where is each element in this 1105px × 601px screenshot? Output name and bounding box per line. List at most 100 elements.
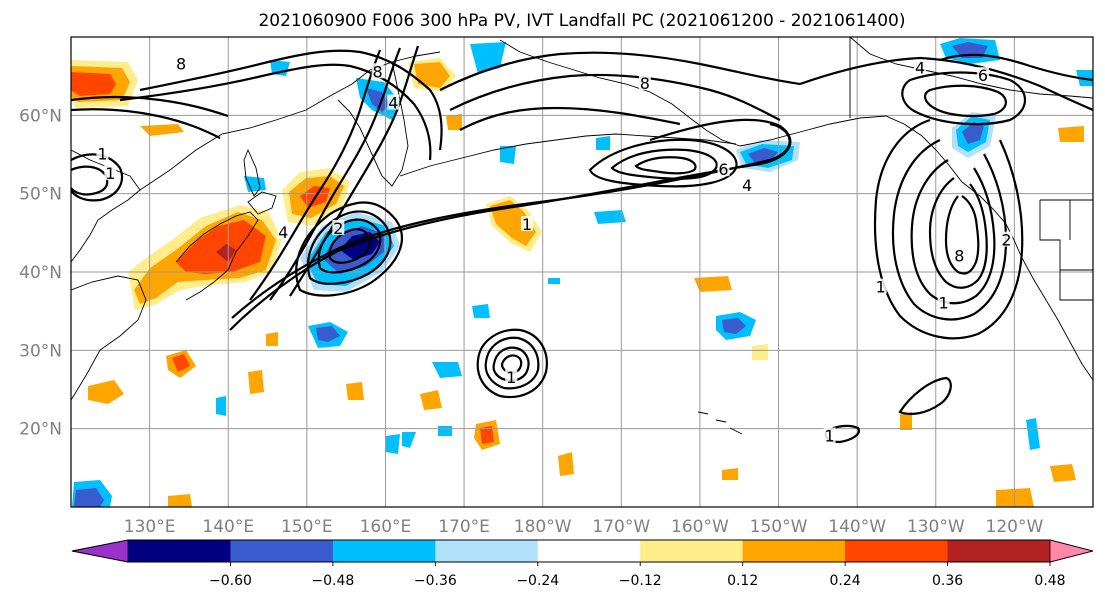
contour-label-bg <box>505 368 518 384</box>
colorbar-tick-label: −0.60 <box>209 573 252 589</box>
lat-tick-label: 30°N <box>19 341 62 361</box>
lon-tick-label: 170°W <box>592 517 650 537</box>
contour-label-bg <box>741 176 754 192</box>
lon-tick-label: 160°E <box>360 517 412 537</box>
contour-label: 1 <box>876 278 886 297</box>
contour-east-pacific-small <box>898 376 952 415</box>
colorbar-segment <box>845 540 948 562</box>
lon-tick-label: 170°E <box>438 517 490 537</box>
contour-label: 6 <box>718 160 728 179</box>
colorbar-segment <box>435 540 539 562</box>
colorbar-extend-low <box>71 539 129 563</box>
contour-aleutian-low-1 <box>588 138 738 188</box>
colorbar-tick-label: 0.48 <box>1034 573 1065 589</box>
contour-subtropical-low-3 <box>492 346 530 382</box>
lon-tick-label: 150°E <box>281 517 333 537</box>
colorbar-segment <box>128 540 231 562</box>
contour-label-bg <box>638 75 651 90</box>
contour-label: 2 <box>333 219 343 238</box>
colorbar-tick-label: 0.12 <box>727 573 758 589</box>
contour-label: 1 <box>522 215 532 234</box>
coast-aleutians <box>399 133 737 177</box>
contour-label-bg <box>937 294 950 310</box>
contour-kamchatka-trough-3 <box>289 45 420 297</box>
colorbar-tick-label: −0.24 <box>516 573 559 589</box>
contour-label-bg <box>387 94 400 110</box>
coast-japan <box>175 211 259 301</box>
lon-tick-label: 160°W <box>671 517 729 537</box>
contour-east-trough-3 <box>910 159 996 305</box>
contour-nw-corner-2 <box>71 108 221 139</box>
contour-label: 1 <box>825 427 835 446</box>
contour-label: 8 <box>373 62 383 81</box>
contour-subtropical-low-1 <box>476 328 548 399</box>
contour-label-bg <box>371 63 384 79</box>
contour-label: 4 <box>915 58 925 77</box>
contour-label-bg <box>717 161 730 177</box>
map-gridlines <box>71 37 1093 507</box>
shading-other-negative <box>72 42 1093 507</box>
contour-label-bg <box>332 219 345 235</box>
contour-label: 4 <box>388 94 398 113</box>
contour-kamchatka-ridge-2 <box>306 210 392 285</box>
contour-label-bg <box>96 145 109 161</box>
colorbar-tick-label: 0.24 <box>830 573 861 589</box>
coast-asia-mainland <box>71 149 141 263</box>
coastlines <box>71 37 1093 435</box>
contour-aleutian-low-3 <box>634 156 697 175</box>
contour-east-trough-outer <box>799 56 1093 112</box>
contour-label: 1 <box>506 368 516 387</box>
colorbar-tick-label: −0.12 <box>619 573 662 589</box>
contour-northeast-closed <box>901 71 1026 126</box>
lat-tick-label: 60°N <box>19 106 62 126</box>
coast-alaska-west <box>499 39 741 147</box>
colorbar-extend-high <box>1049 539 1094 563</box>
contour-east-trough-5 <box>944 195 980 275</box>
contour-nw-corner-lines <box>71 95 229 118</box>
lon-tick-label: 140°W <box>828 517 886 537</box>
coast-korea-china <box>71 275 147 401</box>
colorbar-segment <box>640 540 744 562</box>
border-us-states <box>1039 200 1093 301</box>
shading-other-positive <box>71 58 1084 507</box>
lon-tick-label: 140°E <box>202 517 254 537</box>
contour-north-arc-2 <box>449 73 781 121</box>
shading-japan-positive <box>128 205 282 310</box>
contour-label-bg <box>520 216 533 231</box>
coast-sakhalin <box>243 148 261 197</box>
coast-kamchatka <box>337 61 409 187</box>
colorbar-segment <box>947 540 1051 562</box>
contour-label: 8 <box>176 54 186 73</box>
contour-label: 8 <box>640 74 650 93</box>
contour-north-arc-3 <box>459 106 681 131</box>
contour-label-bg <box>874 278 887 294</box>
contour-subtropical-low-2 <box>484 336 540 390</box>
contour-northwest-lines <box>139 49 443 151</box>
contour-label: 4 <box>742 176 752 195</box>
lon-tick-label: 120°W <box>986 517 1044 537</box>
lat-tick-label: 50°N <box>19 185 62 205</box>
pv-contours <box>71 45 1093 444</box>
colorbar: −0.60 −0.48 −0.36 −0.24 −0.12 0.12 0.24 0.36 0.4… <box>71 539 1094 589</box>
contour-label: 1 <box>105 164 115 183</box>
colorbar-segment <box>332 540 436 562</box>
colorbar-tick-label: 0.36 <box>932 573 963 589</box>
colorbar-tick-label: −0.48 <box>311 573 354 589</box>
contour-label: 8 <box>954 246 964 265</box>
contour-northeast-closed-2 <box>924 84 1007 118</box>
coast-canada-north <box>849 37 1093 99</box>
longitude-labels: 130°E 140°E 150°E 160°E 170°E 180°W 170°W 160°W… <box>124 517 1044 537</box>
contour-label-bg <box>175 55 188 71</box>
contour-kamchatka-trough-2 <box>269 47 402 301</box>
colorbar-segment <box>537 540 641 562</box>
contour-east-trough-4 <box>928 177 988 289</box>
latitude-labels: 20°N 30°N 40°N 50°N 60°N <box>19 106 62 439</box>
lon-tick-label: 150°W <box>750 517 808 537</box>
contour-west-small-low-2 <box>71 165 109 196</box>
contour-aleutian-low-2 <box>610 148 718 180</box>
colorbar-segment <box>230 540 334 562</box>
contour-label: 4 <box>278 223 288 242</box>
